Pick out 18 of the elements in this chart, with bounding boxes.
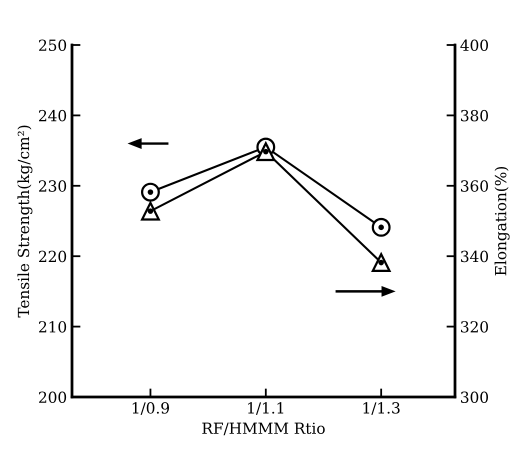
y2-tick-label: 300	[461, 391, 488, 404]
y2-tick-label: 380	[461, 110, 488, 122]
y2-tick-label: 360	[461, 180, 488, 192]
y-axis-title: Tensile Strength(kg/cm²)	[17, 126, 32, 318]
y2-tick-label: 400	[460, 39, 488, 52]
y-tick-label: 200	[39, 391, 66, 404]
y-tick-label: 240	[39, 110, 66, 122]
y2-axis-title: Elongation(%)	[494, 166, 510, 276]
x-tick-label: 1/1.1	[248, 402, 284, 415]
y-tick-label: 210	[39, 321, 66, 333]
x-tick-label: 1/0.9	[132, 402, 169, 415]
y2-tick-label: 340	[461, 250, 488, 262]
y2-tick-label: 320	[461, 321, 488, 333]
x-tick-label: 1/1.3	[363, 402, 400, 415]
x-axis-title: RF/HMMM Rtio	[202, 422, 325, 436]
y-tick-label: 220	[39, 250, 66, 262]
y-tick-label: 230	[39, 180, 66, 192]
y-tick-label: 250	[39, 39, 66, 52]
